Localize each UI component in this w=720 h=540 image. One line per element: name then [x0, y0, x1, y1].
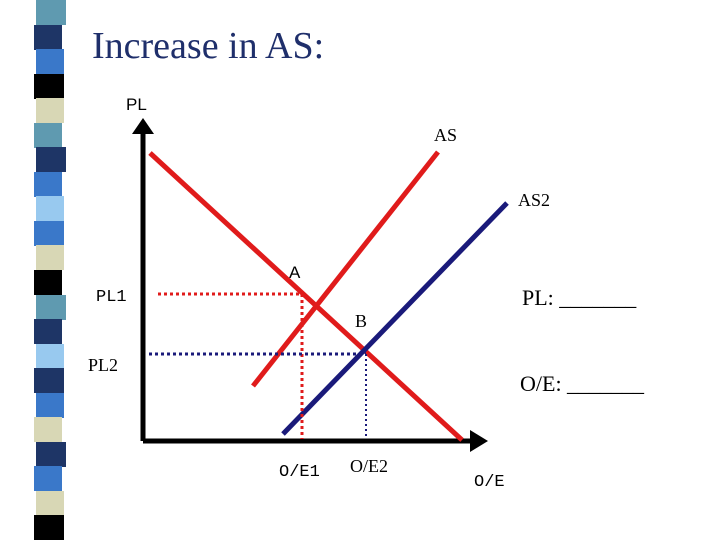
sidebar-stripe [34, 171, 62, 197]
oe2-label: O/E2 [350, 456, 388, 476]
sidebar-stripe [34, 417, 62, 443]
slide-title: Increase in AS: [92, 25, 325, 67]
sidebar-stripe [36, 0, 66, 26]
point-b-label: B [355, 311, 367, 331]
sidebar-stripe [36, 392, 64, 418]
y-axis-label: PL [126, 95, 147, 114]
oe1-label: O/E1 [279, 463, 320, 482]
as-line [251, 150, 440, 388]
sidebar-stripe [34, 220, 64, 246]
sidebar-stripe [36, 441, 66, 467]
sidebar-stripe [36, 245, 64, 271]
sidebar-stripe [34, 368, 64, 394]
pl1-label: PL1 [96, 288, 127, 307]
sidebar-stripe [36, 98, 64, 124]
sidebar-stripe [36, 147, 66, 173]
sidebar-stripe [34, 466, 62, 492]
sidebar-stripe [34, 270, 62, 296]
as2-line [281, 201, 509, 436]
sidebar-stripe [36, 49, 64, 75]
sidebar-stripe [34, 122, 62, 148]
sidebar-stripe [34, 24, 62, 50]
sidebar-stripe [34, 515, 64, 540]
sidebar-stripe [36, 196, 64, 222]
sidebar-stripe [34, 319, 62, 345]
demand-line [148, 151, 464, 442]
y-axis-arrow [132, 118, 154, 134]
x-axis-arrow [470, 430, 488, 452]
as-label: AS [434, 125, 457, 145]
decorative-sidebar [0, 0, 66, 540]
sidebar-stripe [34, 73, 64, 99]
pl2-label: PL2 [88, 355, 118, 375]
sidebar-stripe [36, 490, 64, 516]
as2-label: AS2 [518, 190, 550, 210]
x-axis-label: O/E [474, 473, 505, 492]
oe-question: O/E: _______ [520, 371, 645, 396]
pl-question: PL: _______ [522, 285, 637, 310]
point-a-label: A [289, 263, 301, 282]
sidebar-stripe [36, 294, 66, 320]
sidebar-stripe [36, 343, 64, 369]
